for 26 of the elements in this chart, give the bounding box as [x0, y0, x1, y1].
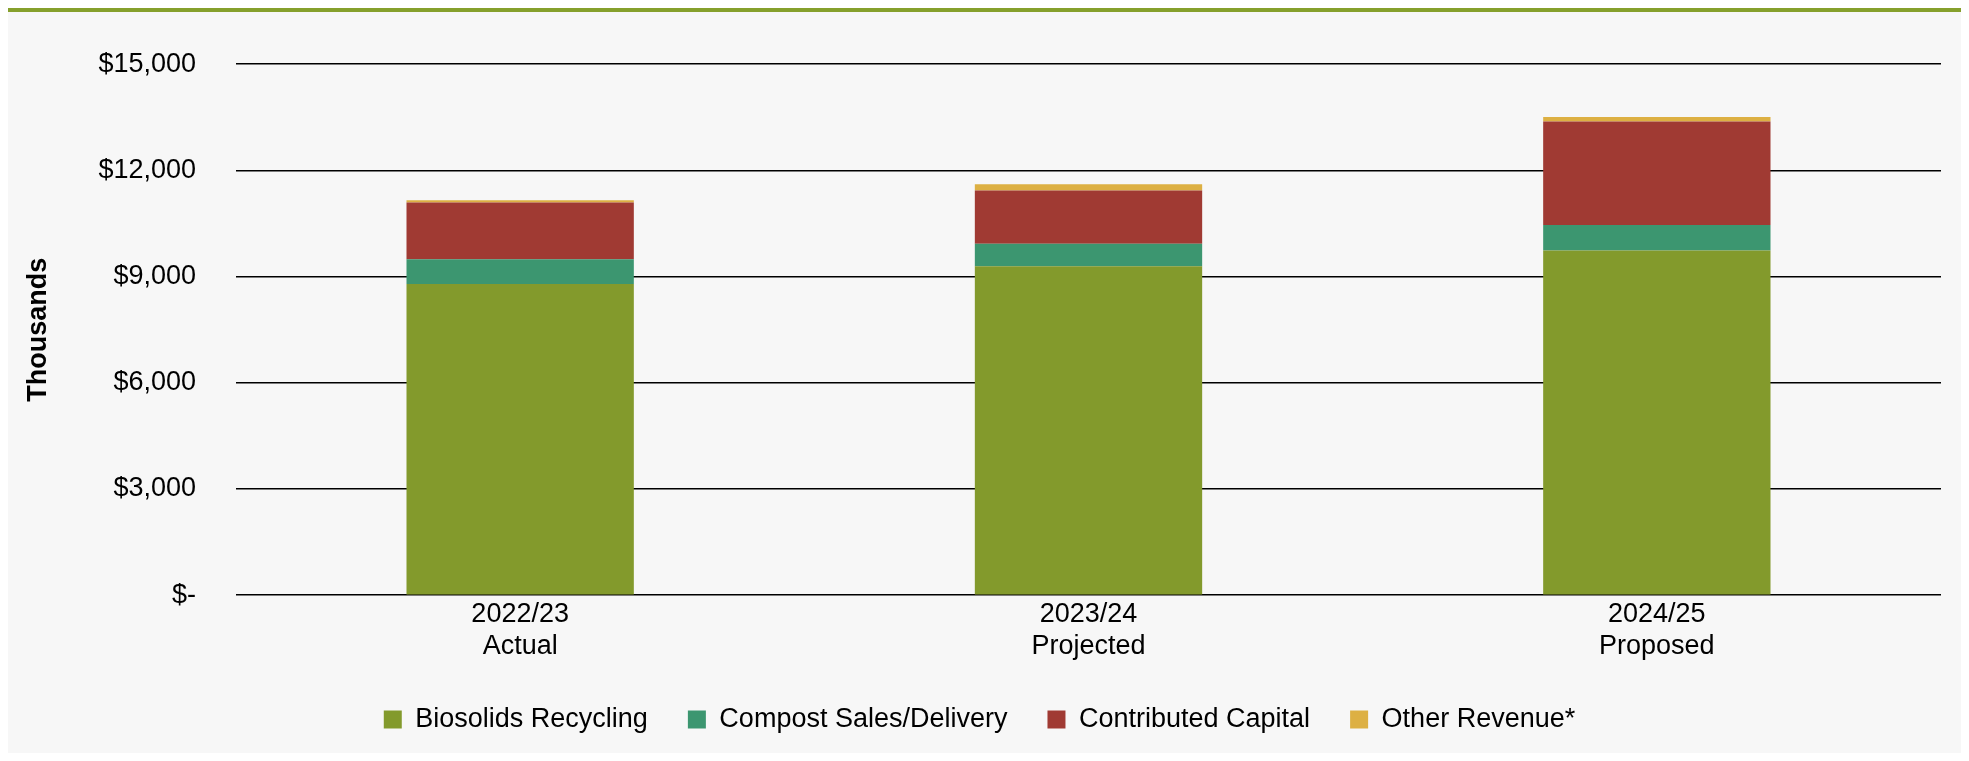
bar: [406, 202, 634, 260]
bar: [1543, 121, 1771, 225]
bar: [974, 266, 1203, 595]
legend-label: Compost Sales/Delivery: [719, 702, 1008, 733]
y-axis-title: Thousands: [21, 257, 52, 402]
y-tick-label: $12,000: [98, 153, 196, 184]
y-tick-label: $-: [171, 578, 196, 609]
bar: [974, 243, 1203, 267]
bar: [974, 184, 1203, 191]
x-tick-label: 2022/23 Actual: [471, 597, 569, 661]
legend-label: Biosolids Recycling: [415, 702, 648, 733]
x-tick-label: 2023/24 Projected: [1031, 597, 1146, 661]
y-tick-label: $6,000: [113, 366, 196, 397]
bar: [1543, 224, 1771, 251]
y-tick-label: $15,000: [98, 47, 196, 78]
bar: [406, 284, 634, 595]
x-tick-label: 2024/25 Proposed: [1599, 597, 1715, 661]
y-tick-label: $3,000: [113, 472, 196, 503]
bar: [1543, 250, 1771, 595]
bar: [1543, 116, 1771, 122]
legend-label: Contributed Capital: [1078, 702, 1311, 733]
legend-label: Other Revenue*: [1381, 702, 1576, 733]
bar: [974, 190, 1203, 244]
bar: [406, 200, 634, 203]
bar: [406, 259, 634, 285]
y-tick-label: $9,000: [113, 260, 196, 291]
